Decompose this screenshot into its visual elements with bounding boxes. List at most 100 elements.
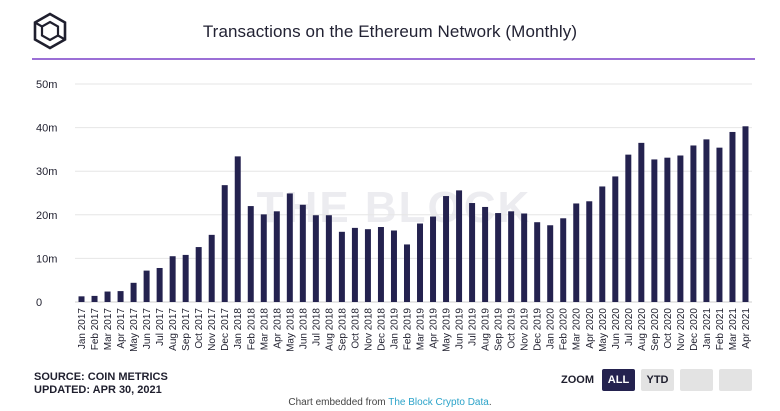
x-tick-label: Mar 2017 <box>103 308 114 351</box>
bar[interactable] <box>612 176 619 302</box>
footer-suffix: . <box>488 397 492 408</box>
bar[interactable] <box>677 155 684 302</box>
bar[interactable] <box>482 206 489 302</box>
bar[interactable] <box>117 291 124 302</box>
bar[interactable] <box>377 227 384 302</box>
title-divider <box>32 58 755 60</box>
x-tick-label: Mar 2020 <box>572 308 583 351</box>
x-tick-label: May 2018 <box>285 308 296 352</box>
x-tick-label: Nov 2017 <box>207 308 218 351</box>
y-tick-label: 10m <box>36 253 57 265</box>
bar[interactable] <box>586 201 593 302</box>
bar[interactable] <box>625 154 632 302</box>
bar[interactable] <box>521 213 528 302</box>
bar[interactable] <box>130 282 137 302</box>
chart-title: Transactions on the Ethereum Network (Mo… <box>202 22 578 41</box>
bar[interactable] <box>143 270 150 302</box>
y-tick-label: 30m <box>36 166 57 178</box>
bar[interactable] <box>534 222 541 302</box>
x-tick-label: Nov 2018 <box>363 308 374 351</box>
x-tick-label: Jun 2018 <box>298 308 309 350</box>
x-tick-label: Aug 2018 <box>324 308 335 351</box>
x-tick-label: Apr 2018 <box>272 308 283 349</box>
x-tick-label: Jan 2020 <box>546 308 557 350</box>
bar[interactable] <box>234 156 241 302</box>
x-tick-label: Jan 2021 <box>702 308 713 350</box>
zoom-controls: ZOOM ALL YTD <box>561 369 752 391</box>
bar[interactable] <box>156 267 163 302</box>
bar[interactable] <box>508 211 515 302</box>
bar[interactable] <box>573 203 580 302</box>
bar[interactable] <box>221 185 228 302</box>
bar[interactable] <box>273 211 280 302</box>
bar[interactable] <box>78 296 85 302</box>
x-tick-label: Jul 2017 <box>155 308 166 346</box>
bar[interactable] <box>260 214 267 302</box>
bar[interactable] <box>390 230 397 302</box>
bar[interactable] <box>247 206 254 302</box>
bar[interactable] <box>547 225 554 302</box>
x-tick-label: May 2017 <box>129 308 140 352</box>
bar[interactable] <box>703 139 710 302</box>
bar[interactable] <box>664 157 671 302</box>
bar[interactable] <box>638 142 645 302</box>
bar[interactable] <box>469 203 476 302</box>
bar[interactable] <box>729 131 736 302</box>
bar[interactable] <box>169 256 176 302</box>
zoom-option-button[interactable] <box>719 369 752 391</box>
x-tick-label: May 2020 <box>598 308 609 352</box>
zoom-all-button[interactable]: ALL <box>602 369 635 391</box>
bar[interactable] <box>443 196 450 302</box>
bar[interactable] <box>651 159 658 302</box>
x-tick-label: Jun 2019 <box>455 308 466 350</box>
bar[interactable] <box>716 147 723 302</box>
x-tick-label: Jul 2020 <box>624 308 635 346</box>
x-tick-label: Aug 2019 <box>481 308 492 351</box>
x-tick-label: Apr 2017 <box>116 308 127 349</box>
bar[interactable] <box>495 213 502 302</box>
bar[interactable] <box>208 234 215 302</box>
bar[interactable] <box>417 223 424 302</box>
zoom-option-button[interactable] <box>680 369 713 391</box>
bar[interactable] <box>742 126 749 303</box>
x-tick-label: Dec 2019 <box>533 308 544 351</box>
x-tick-label: Sep 2019 <box>494 308 505 351</box>
footer-link[interactable]: The Block Crypto Data <box>388 397 489 408</box>
x-tick-label: Oct 2020 <box>663 308 674 349</box>
x-tick-label: Jan 2018 <box>233 308 244 350</box>
bar[interactable] <box>351 227 358 302</box>
x-tick-label: Feb 2018 <box>246 308 257 351</box>
bar[interactable] <box>104 291 111 302</box>
x-tick-label: Mar 2019 <box>416 308 427 351</box>
x-tick-label: Jul 2018 <box>311 308 322 346</box>
x-tick-label: Dec 2018 <box>376 308 387 351</box>
bar[interactable] <box>560 218 567 302</box>
bar[interactable] <box>299 204 306 302</box>
zoom-ytd-button[interactable]: YTD <box>641 369 674 391</box>
bar[interactable] <box>430 216 437 302</box>
bar[interactable] <box>195 247 202 302</box>
bar[interactable] <box>690 145 697 302</box>
x-tick-label: Feb 2019 <box>402 308 413 351</box>
updated-line: UPDATED: APR 30, 2021 <box>34 384 162 396</box>
x-tick-label: Mar 2018 <box>259 308 270 351</box>
bar[interactable] <box>364 229 371 302</box>
zoom-label: ZOOM <box>561 374 594 386</box>
x-tick-label: Sep 2018 <box>337 308 348 351</box>
y-tick-label: 20m <box>36 210 57 222</box>
bar[interactable] <box>312 215 319 302</box>
bar[interactable] <box>182 254 189 302</box>
footer-prefix: Chart embedded from <box>288 397 389 408</box>
bar[interactable] <box>456 190 463 302</box>
bar[interactable] <box>91 295 98 302</box>
bar[interactable] <box>338 231 345 302</box>
x-tick-label: Aug 2020 <box>637 308 648 351</box>
x-tick-label: Sep 2017 <box>181 308 192 351</box>
x-tick-label: Feb 2021 <box>715 308 726 351</box>
bar[interactable] <box>286 193 293 302</box>
x-tick-label: Feb 2020 <box>559 308 570 351</box>
bar[interactable] <box>403 244 410 302</box>
bar[interactable] <box>325 215 332 302</box>
bar[interactable] <box>599 186 606 302</box>
x-tick-label: Jul 2019 <box>468 308 479 346</box>
